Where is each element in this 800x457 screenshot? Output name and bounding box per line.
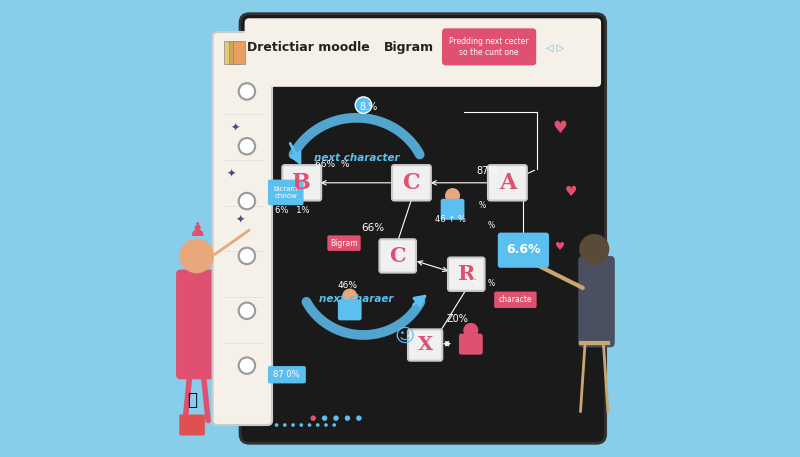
Circle shape [238, 83, 255, 100]
Circle shape [342, 289, 358, 304]
FancyBboxPatch shape [459, 334, 482, 355]
Circle shape [332, 423, 336, 427]
FancyBboxPatch shape [498, 233, 549, 268]
Circle shape [238, 303, 255, 319]
FancyBboxPatch shape [213, 32, 272, 425]
Circle shape [274, 423, 278, 427]
Circle shape [238, 193, 255, 209]
Text: ◁ ▷: ◁ ▷ [546, 43, 565, 53]
Circle shape [238, 248, 255, 264]
Text: C: C [390, 246, 406, 266]
Text: Z0%: Z0% [446, 314, 468, 324]
Text: ♥: ♥ [565, 185, 578, 199]
Circle shape [356, 415, 362, 421]
Text: 🌿: 🌿 [187, 391, 197, 409]
Text: next character: next character [314, 153, 399, 163]
Text: ♟: ♟ [188, 221, 206, 240]
FancyBboxPatch shape [176, 270, 218, 379]
Circle shape [238, 357, 255, 374]
FancyBboxPatch shape [441, 199, 465, 220]
Text: Predding next cecter
so the cunt one: Predding next cecter so the cunt one [450, 37, 529, 57]
FancyBboxPatch shape [379, 239, 416, 272]
Text: Dretictiar moodle: Dretictiar moodle [247, 42, 370, 54]
Text: ✦: ✦ [235, 214, 245, 224]
FancyBboxPatch shape [488, 165, 527, 201]
Text: %: % [472, 279, 479, 287]
Circle shape [322, 415, 327, 421]
Circle shape [299, 423, 303, 427]
Text: 8.%: 8.% [359, 101, 377, 112]
Circle shape [345, 415, 350, 421]
FancyBboxPatch shape [224, 41, 235, 64]
Text: ✦: ✦ [226, 169, 235, 179]
Circle shape [310, 415, 316, 421]
FancyBboxPatch shape [494, 292, 537, 308]
FancyBboxPatch shape [578, 256, 614, 347]
Text: 6.6%: 6.6% [506, 244, 541, 256]
Circle shape [316, 423, 319, 427]
Text: A: A [498, 172, 516, 194]
Circle shape [324, 423, 328, 427]
Text: C: C [402, 172, 420, 194]
FancyBboxPatch shape [233, 41, 245, 64]
Text: %: % [478, 201, 486, 210]
Text: X: X [418, 336, 433, 354]
Text: characte: characte [498, 295, 532, 304]
FancyBboxPatch shape [327, 235, 361, 251]
Text: bicram
chnow: bicram chnow [274, 186, 298, 199]
Text: Bigram: Bigram [330, 239, 358, 248]
Text: Bigram: Bigram [384, 42, 434, 54]
FancyBboxPatch shape [268, 180, 303, 205]
FancyBboxPatch shape [448, 258, 485, 291]
Text: %: % [488, 279, 495, 287]
FancyBboxPatch shape [442, 28, 536, 65]
Text: ♥: ♥ [555, 242, 565, 252]
Circle shape [283, 423, 286, 427]
Text: %: % [488, 222, 495, 230]
FancyBboxPatch shape [408, 329, 442, 361]
Text: 66%: 66% [361, 223, 384, 233]
Text: next charaer: next charaer [319, 294, 394, 304]
FancyBboxPatch shape [268, 366, 306, 383]
FancyBboxPatch shape [245, 18, 601, 87]
Text: ♥: ♥ [553, 119, 567, 137]
FancyBboxPatch shape [338, 299, 362, 320]
Text: B: B [292, 172, 311, 194]
FancyBboxPatch shape [392, 165, 431, 201]
Circle shape [445, 188, 460, 203]
Text: 46 ↑ %: 46 ↑ % [435, 215, 466, 223]
Circle shape [463, 323, 478, 338]
FancyBboxPatch shape [179, 414, 205, 436]
Text: R: R [458, 264, 475, 284]
FancyBboxPatch shape [282, 165, 321, 201]
Text: ✦: ✦ [230, 123, 240, 133]
Circle shape [334, 415, 338, 421]
FancyBboxPatch shape [240, 14, 606, 443]
Text: 66%  %: 66% % [315, 160, 350, 169]
Circle shape [179, 239, 214, 273]
Text: ✏: ✏ [529, 254, 541, 267]
Text: 6%   1%: 6% 1% [275, 206, 310, 214]
Text: ☺: ☺ [394, 326, 414, 345]
Text: 46%: 46% [338, 281, 358, 290]
Circle shape [308, 423, 311, 427]
Circle shape [238, 138, 255, 154]
Text: 87 0%: 87 0% [274, 370, 300, 379]
Circle shape [579, 234, 610, 264]
Circle shape [355, 97, 372, 113]
FancyBboxPatch shape [229, 41, 240, 64]
Text: 87%: 87% [476, 165, 498, 175]
Circle shape [291, 423, 295, 427]
